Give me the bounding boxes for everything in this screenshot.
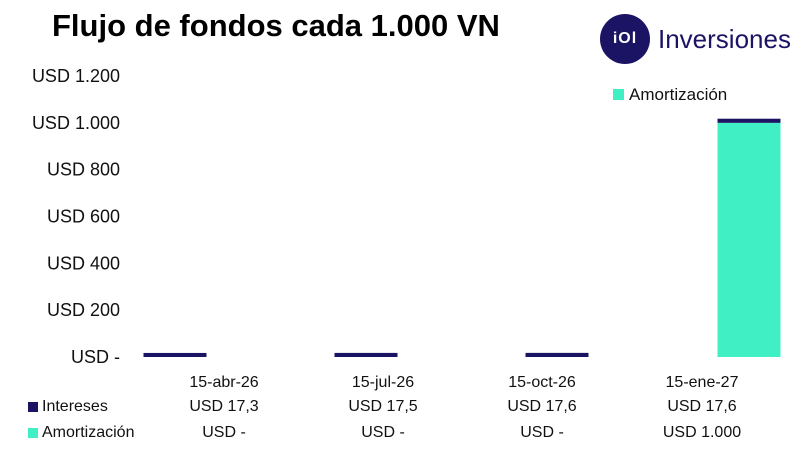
y-axis: USD - USD 200 USD 400 USD 600 USD 800 USD 1.0…: [32, 66, 120, 367]
table-cell: USD 17,6: [507, 398, 577, 415]
logo-badge-icon: iOl: [600, 14, 650, 64]
legend-swatch-icon: [613, 89, 624, 100]
table-cell: USD -: [520, 424, 564, 441]
table-row-amortizacion: Amortización USD - USD - USD - USD 1.000: [0, 424, 806, 448]
y-tick-label: USD 1.200: [32, 66, 120, 86]
y-tick-label: USD -: [71, 347, 120, 367]
bars: [143, 118, 781, 357]
table-header-cell: 15-abr-26: [189, 374, 259, 391]
table-header-cell: 15-oct-26: [508, 374, 576, 391]
table-cell: USD -: [361, 424, 405, 441]
row-label: Amortización: [28, 424, 134, 442]
y-tick-label: USD 200: [47, 300, 120, 320]
bar-amortizacion: [717, 122, 781, 357]
amortizacion-swatch-icon: [28, 428, 38, 438]
y-tick-label: USD 800: [47, 160, 120, 180]
bar-intereses: [525, 352, 589, 357]
table-cell: USD 17,5: [348, 398, 418, 415]
table-cell: USD 17,6: [667, 398, 737, 415]
brand-logo: iOl Inversiones: [600, 14, 791, 64]
row-label: Intereses: [28, 398, 108, 416]
table-cell: USD 1.000: [662, 424, 742, 441]
row-label-text: Intereses: [42, 398, 108, 415]
y-tick-label: USD 400: [47, 253, 120, 273]
table-cell: USD -: [202, 424, 246, 441]
bar-intereses: [143, 352, 207, 357]
bar-intereses: [717, 118, 781, 123]
bar-intereses: [334, 352, 398, 357]
table-header-row: 15-abr-26 15-jul-26 15-oct-26 15-ene-27: [0, 374, 806, 398]
cashflow-chart: USD - USD 200 USD 400 USD 600 USD 800 USD 1.0…: [32, 66, 781, 367]
legend-label: Amortización: [629, 85, 727, 104]
logo-name: Inversiones: [658, 23, 791, 54]
table-row-intereses: Intereses USD 17,3 USD 17,5 USD 17,6 USD…: [0, 398, 806, 422]
logo-mark: iOl: [612, 30, 638, 47]
legend: Amortización: [613, 85, 727, 104]
table-header-cell: 15-jul-26: [351, 374, 415, 391]
intereses-swatch-icon: [28, 402, 38, 412]
table-header-cell: 15-ene-27: [665, 374, 739, 391]
chart-title: Flujo de fondos cada 1.000 VN: [52, 8, 500, 43]
row-label-text: Amortización: [42, 424, 135, 441]
y-tick-label: USD 600: [47, 207, 120, 227]
table-cell: USD 17,3: [189, 398, 259, 415]
y-tick-label: USD 1.000: [32, 113, 120, 133]
